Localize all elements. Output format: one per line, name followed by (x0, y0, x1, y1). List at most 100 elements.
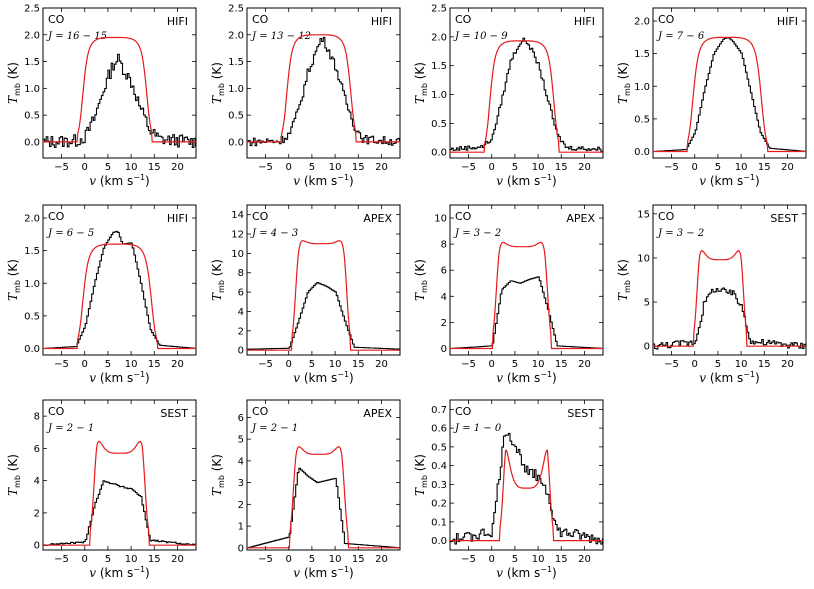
molecule-label: CO (252, 210, 269, 223)
y-tick-label: 2.0 (431, 32, 447, 43)
y-tick-label: 8 (441, 240, 447, 251)
transition-label: J = 16 − 15 (46, 31, 107, 42)
x-tick-label: 0 (489, 162, 495, 173)
y-tick-label: 6 (238, 288, 244, 299)
y-tick-label: 1.5 (431, 61, 447, 72)
x-axis-label: v (km s−1) (89, 370, 149, 385)
y-tick-label: 2.5 (228, 4, 244, 15)
transition-label: J = 13 − 12 (250, 31, 311, 42)
x-tick-label: 0 (286, 359, 292, 370)
model-spectrum (247, 240, 400, 351)
y-tick-label: 1.0 (634, 82, 650, 93)
x-tick-label: 20 (375, 359, 388, 370)
y-tick-label: 0.2 (431, 499, 447, 510)
x-tick-label: 20 (781, 359, 794, 370)
x-tick-label: 0 (286, 162, 292, 173)
plot-frame (246, 399, 401, 551)
y-tick-label: 1.0 (431, 90, 447, 101)
model-spectrum (43, 243, 196, 350)
model-spectrum (247, 34, 400, 143)
plot-frame (652, 204, 807, 356)
y-tick-label: 4 (238, 456, 244, 467)
y-tick-label: 10 (637, 253, 650, 264)
x-tick-label: −5 (54, 359, 69, 370)
x-tick-label: −5 (461, 162, 476, 173)
x-tick-label: 20 (171, 162, 184, 173)
x-tick-label: 20 (171, 359, 184, 370)
x-tick-label: 10 (532, 554, 545, 565)
x-axis-label: v (km s−1) (496, 173, 556, 188)
y-tick-label: 0.5 (431, 119, 447, 130)
y-tick-label: 14 (231, 210, 244, 221)
y-tick-label: 15 (637, 209, 650, 220)
x-tick-label: −5 (461, 359, 476, 370)
x-tick-label: 0 (489, 554, 495, 565)
x-tick-label: 5 (512, 554, 518, 565)
telescope-label: APEX (566, 212, 595, 225)
x-axis-label: v (km s−1) (699, 370, 759, 385)
panel-11: −5 0 5 10 15 20 0.0 0.1 0.2 0.3 0.4 0.5 0.6 0.7 v (km … (413, 399, 604, 580)
telescope-label: SEST (567, 407, 595, 420)
x-axis-label: v (km s−1) (89, 565, 149, 580)
x-tick-label: −5 (258, 554, 273, 565)
x-axis-label: v (km s−1) (293, 565, 353, 580)
x-tick-label: 5 (309, 554, 315, 565)
x-tick-label: 15 (555, 359, 568, 370)
y-tick-label: 1.0 (24, 84, 40, 95)
x-tick-label: 0 (82, 554, 88, 565)
x-tick-label: 10 (125, 162, 138, 173)
plot-frame (246, 204, 401, 356)
model-spectrum (450, 40, 603, 153)
y-tick-label: 1.5 (24, 57, 40, 68)
y-tick-label: 5 (238, 435, 244, 446)
y-axis-label: Tmb (K) (210, 62, 226, 104)
molecule-label: CO (48, 405, 65, 418)
y-axis-label: Tmb (K) (210, 259, 226, 301)
transition-label: J = 2 − 1 (46, 423, 94, 434)
y-tick-label: 0.5 (634, 114, 650, 125)
x-tick-label: 20 (171, 554, 184, 565)
y-tick-label: 1.5 (634, 49, 650, 60)
x-tick-label: 10 (735, 359, 748, 370)
y-tick-label: 8 (34, 412, 40, 423)
x-tick-label: 5 (512, 359, 518, 370)
y-tick-label: 0 (644, 342, 650, 353)
molecule-label: CO (48, 210, 65, 223)
panel-5: −5 0 5 10 15 20 0.0 0.5 1.0 1.5 2.0 v (km s−1) Tmb (… (6, 204, 197, 385)
plot-frame (449, 204, 604, 356)
molecule-label: CO (455, 405, 472, 418)
y-tick-label: 0.5 (24, 311, 40, 322)
y-tick-label: 6 (441, 266, 447, 277)
y-tick-label: 2.5 (431, 4, 447, 15)
x-tick-label: 15 (352, 162, 365, 173)
y-tick-label: 10 (434, 214, 447, 225)
y-tick-label: 0 (238, 543, 244, 554)
observed-spectrum (43, 53, 196, 148)
x-tick-label: 15 (555, 162, 568, 173)
y-tick-label: 1.5 (228, 57, 244, 68)
x-tick-label: −5 (54, 554, 69, 565)
plot-frame (449, 7, 604, 159)
transition-label: J = 1 − 0 (453, 423, 502, 434)
molecule-label: CO (658, 13, 675, 26)
molecule-label: CO (658, 210, 675, 223)
y-tick-label: 2.5 (24, 4, 40, 15)
panel-9: −5 0 5 10 15 20 0 2 4 6 8 v (km s−1) Tmb (K) CO J = 2 … (6, 399, 197, 580)
telescope-label: SEST (160, 407, 188, 420)
telescope-label: HIFI (777, 15, 798, 28)
y-axis-label: Tmb (K) (6, 62, 22, 104)
x-tick-label: 20 (375, 162, 388, 173)
x-tick-label: 0 (692, 359, 698, 370)
y-tick-label: 0.7 (431, 405, 447, 416)
y-tick-label: 8 (238, 268, 244, 279)
x-tick-label: 20 (781, 162, 794, 173)
molecule-label: CO (455, 210, 472, 223)
y-tick-label: 2 (238, 326, 244, 337)
y-tick-label: 2 (34, 508, 40, 519)
x-tick-label: 10 (532, 162, 545, 173)
panel-1: −5 0 5 10 15 20 0.0 0.5 1.0 1.5 2.0 2.5 v (km s−1) Tm… (6, 4, 197, 188)
x-tick-label: −5 (664, 162, 679, 173)
plot-frame (449, 399, 604, 551)
x-tick-label: 10 (125, 359, 138, 370)
